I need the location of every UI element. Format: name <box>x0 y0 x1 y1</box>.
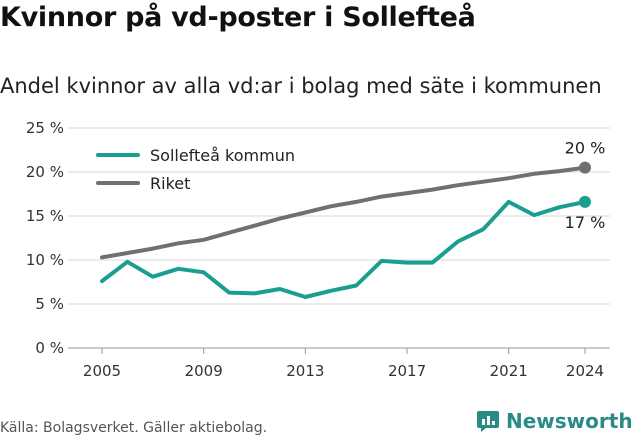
y-tick-label: 10 % <box>26 251 64 269</box>
brand-name: Newsworthy <box>506 409 631 433</box>
series-line-solleftea <box>100 199 587 299</box>
legend-solleftea-label: Sollefteå kommun <box>150 146 295 165</box>
chart-subtitle: Andel kvinnor av alla vd:ar i bolag med … <box>0 74 602 98</box>
y-tick-label: 0 % <box>35 339 64 357</box>
source-note: Källa: Bolagsverket. Gäller aktiebolag. <box>0 420 268 436</box>
y-tick-label: 5 % <box>35 295 64 313</box>
y-tick-label: 15 % <box>26 207 64 225</box>
x-tick-label: 2017 <box>388 362 426 380</box>
end-point-riket <box>579 161 591 174</box>
x-tick-label: 2005 <box>83 362 121 380</box>
end-label-riket: 20 % <box>565 139 606 158</box>
x-tick-label: 2024 <box>566 362 604 380</box>
x-tick-label: 2009 <box>185 362 223 380</box>
y-tick-label: 25 % <box>26 119 64 137</box>
end-label-solleftea: 17 % <box>565 213 606 232</box>
x-tick-label: 2013 <box>286 362 324 380</box>
y-tick-label: 20 % <box>26 163 64 181</box>
x-tick-label: 2021 <box>490 362 528 380</box>
brand-logo: Newsworthy <box>476 409 631 433</box>
series-line-riket <box>100 165 587 260</box>
chart-title: Kvinnor på vd-poster i Sollefteå <box>0 2 476 33</box>
newsworthy-icon <box>477 411 499 432</box>
legend-riket-label: Riket <box>150 174 190 193</box>
end-point-solleftea <box>579 195 591 208</box>
